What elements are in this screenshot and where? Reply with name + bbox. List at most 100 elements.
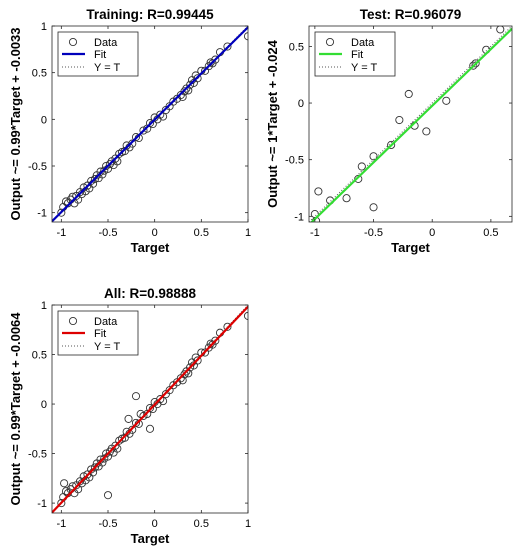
legend-entry: Fit — [94, 49, 106, 61]
data-point — [156, 395, 165, 404]
x-tick-label: -0.5 — [99, 227, 118, 239]
data-point — [90, 463, 99, 472]
legend-entry: Fit — [351, 49, 363, 61]
identity-line — [309, 26, 512, 222]
x-axis-label: Target — [131, 531, 170, 546]
y-tick-label: 0 — [41, 114, 47, 126]
plot-frame — [51, 304, 249, 514]
y-tick-label: 1 — [41, 300, 47, 312]
x-tick-label: -0.5 — [364, 227, 383, 239]
data-point — [136, 409, 145, 419]
data-point — [128, 425, 137, 434]
plot-content — [309, 26, 512, 222]
data-point — [120, 433, 129, 442]
data-point — [186, 363, 195, 372]
data-point — [471, 59, 480, 68]
data-point — [180, 87, 189, 96]
y-tick-label: -0.5 — [285, 155, 304, 167]
x-tick-label: 0 — [429, 227, 435, 239]
y-axis-label: Output ~= 1*Target + -0.024 — [265, 39, 280, 208]
y-tick-label: -0.5 — [28, 161, 47, 173]
x-tick-label: 1 — [245, 518, 251, 530]
legend-data-marker — [325, 37, 335, 47]
legend-entry: Data — [94, 37, 118, 49]
y-axis-label: Output ~= 0.99*Target + -0.0064 — [8, 312, 23, 506]
legend-entry: Data — [94, 316, 118, 328]
x-tick-label: 0.5 — [483, 227, 498, 239]
data-point — [139, 126, 148, 135]
chart-title: All: R=0.98888 — [104, 286, 196, 301]
x-tick-label: 1 — [245, 227, 251, 239]
data-point — [61, 197, 71, 206]
data-point — [122, 141, 131, 150]
data-point — [105, 160, 114, 169]
subplot-2: -1 -0.5 0 0.5 -1 -0.5 0 0.5 Test: R=0.96079 Targe… — [265, 7, 513, 255]
x-tick-label: -1 — [310, 227, 320, 239]
y-tick-label: -0.5 — [28, 449, 47, 461]
x-axis-label: Target — [391, 240, 430, 255]
data-point — [422, 127, 431, 136]
subplot-3: -1 -0.5 0 0.5 1 -1 -0.5 0 0.5 1 All: R=0.98888 Targ… — [8, 286, 251, 546]
data-point — [61, 487, 71, 496]
data-point — [469, 61, 478, 70]
x-tick-label: -1 — [56, 227, 66, 239]
data-point — [442, 96, 451, 105]
data-point — [186, 80, 195, 89]
data-point — [193, 74, 202, 83]
data-point — [100, 166, 109, 175]
legend-entry: Y = T — [94, 62, 120, 74]
data-point — [131, 392, 141, 401]
y-tick-label: 0.5 — [32, 350, 47, 362]
chart-title: Test: R=0.96079 — [360, 7, 461, 22]
fit-line — [52, 305, 248, 513]
y-tick-label: -1 — [37, 498, 47, 510]
x-tick-label: -0.5 — [99, 518, 118, 530]
data-point — [211, 55, 220, 64]
x-tick-label: -1 — [56, 518, 66, 530]
fit-line — [310, 27, 512, 222]
x-tick-label: 0.5 — [194, 227, 209, 239]
y-tick-label: -1 — [294, 211, 304, 223]
legend-data-marker — [68, 37, 78, 47]
y-tick-label: -1 — [37, 208, 47, 220]
plot-content — [52, 26, 248, 222]
data-point — [223, 322, 232, 331]
y-tick-label: 0 — [41, 399, 47, 411]
y-tick-label: 0.5 — [32, 68, 47, 80]
data-point — [369, 152, 378, 161]
data-point — [314, 187, 323, 196]
plot-frame — [308, 25, 513, 223]
data-point — [96, 167, 105, 176]
x-tick-label: 0.5 — [194, 518, 209, 530]
chart-title: Training: R=0.99445 — [86, 7, 214, 22]
data-point — [404, 89, 413, 99]
data-point — [496, 26, 505, 34]
data-point — [124, 414, 133, 423]
data-point — [87, 176, 96, 185]
x-axis-label: Target — [131, 240, 170, 255]
data-point — [57, 208, 66, 217]
data-point — [159, 112, 168, 121]
y-tick-label: 0 — [298, 98, 304, 110]
y-tick-label: 1 — [41, 21, 47, 33]
legend-data-marker — [68, 316, 78, 326]
data-point — [156, 110, 165, 119]
data-point — [139, 411, 148, 420]
fit-line — [52, 26, 248, 222]
legend-entry: Y = T — [351, 62, 377, 74]
data-point — [342, 194, 351, 203]
data-point — [128, 139, 137, 148]
data-point — [103, 491, 113, 500]
data-point — [395, 115, 404, 125]
legend-entry: Y = T — [94, 341, 120, 353]
data-point — [211, 336, 220, 345]
data-point — [369, 203, 378, 212]
x-tick-label: 0 — [152, 518, 158, 530]
legend-entry: Data — [351, 37, 375, 49]
data-point — [90, 175, 99, 184]
y-axis-label: Output ~= 0.99*Target + -0.0033 — [8, 27, 23, 220]
data-point — [223, 42, 232, 51]
